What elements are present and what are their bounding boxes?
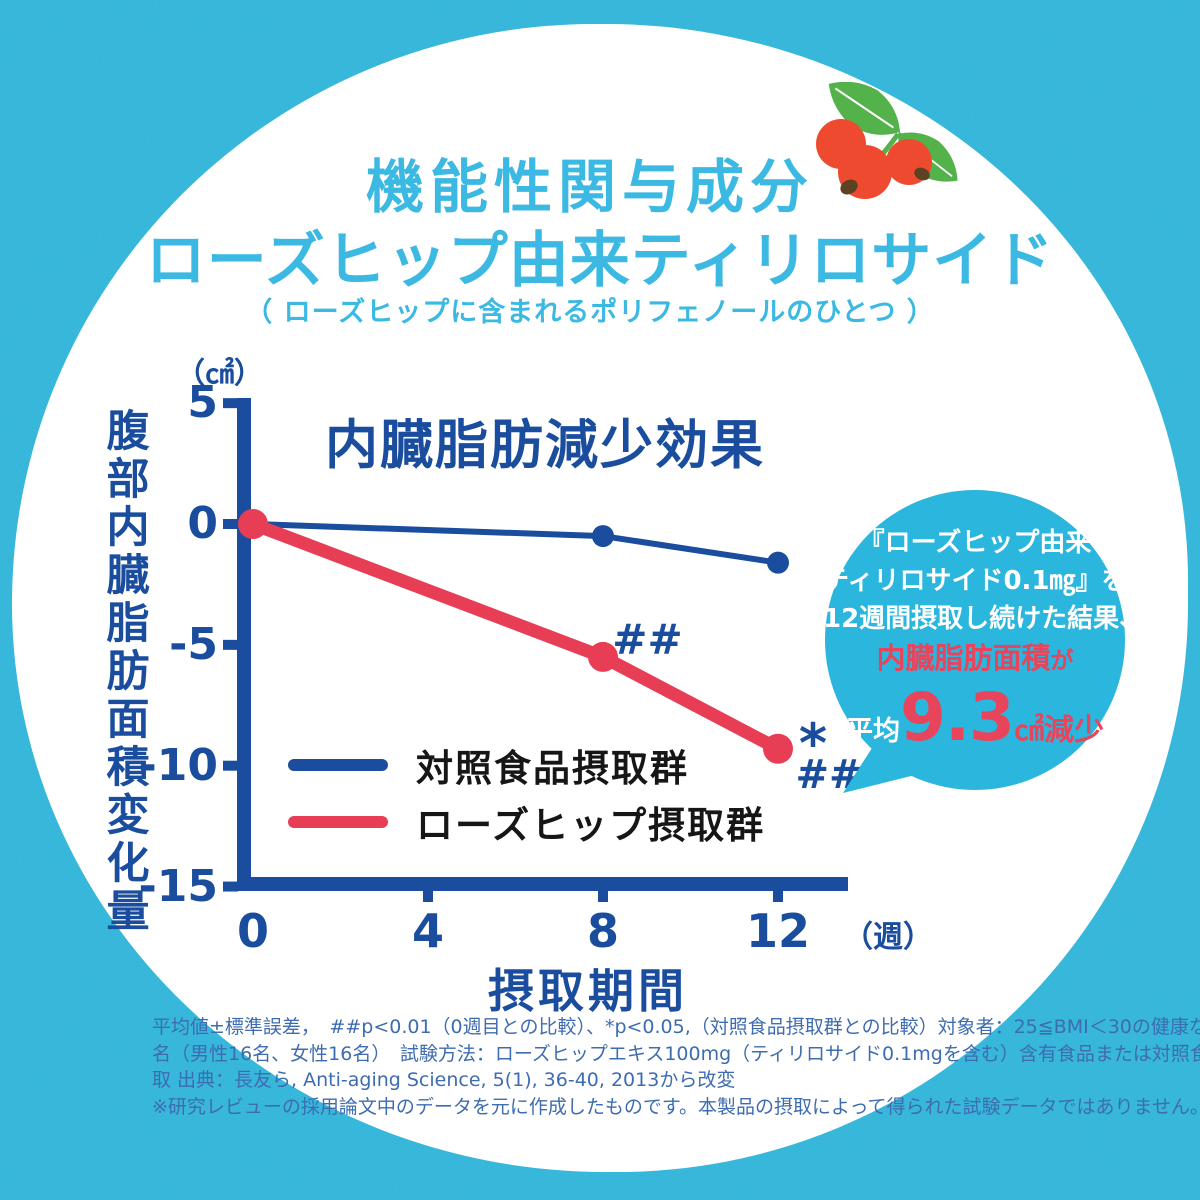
y-tick-label: -15 bbox=[138, 860, 219, 912]
legend-label-control: 対照食品摂取群 bbox=[416, 747, 689, 790]
y-tick-label: 5 bbox=[187, 377, 218, 429]
y-tick-label: -5 bbox=[169, 618, 218, 670]
page-title: ローズヒップ由来ティリロサイド bbox=[145, 226, 1055, 296]
footnote-line: ※研究レビューの採用論文中のデータを元に作成したものです。本製品の摂取によって得… bbox=[152, 1095, 1200, 1118]
bubble-line-2: ティリロサイド0.1㎎』を bbox=[823, 566, 1128, 596]
x-tick-label: 0 bbox=[236, 904, 269, 958]
footnote-line: 平均値±標準誤差， ##p<0.01（0週目との比較）、*p<0.05,（対照食… bbox=[152, 1016, 1200, 1038]
significance-star-week12: * bbox=[798, 712, 828, 775]
kicker-heading: 機能性関与成分 bbox=[365, 153, 814, 221]
average-label: 平均 bbox=[846, 716, 901, 747]
footnotes: 平均値±標準誤差， ##p<0.01（0週目との比較）、*p<0.05,（対照食… bbox=[152, 1014, 1200, 1120]
x-axis-label: 摂取期間 bbox=[488, 964, 688, 1018]
legend-item-rosehip: ローズヒップ摂取群 bbox=[288, 802, 765, 847]
x-tick-label: 12 bbox=[745, 904, 810, 958]
reduction-value: 9.3 bbox=[900, 679, 1015, 756]
bubble-text: 『ローズヒップ由来 ティリロサイド0.1㎎』を 12週間摂取し続けた結果、 内臓… bbox=[823, 524, 1146, 756]
legend-label-rosehip: ローズヒップ摂取群 bbox=[416, 804, 766, 847]
y-axis-unit: （㎠） bbox=[176, 356, 264, 390]
y-tick-label: -10 bbox=[138, 739, 219, 791]
footnote-line: 取 出典：長友ら, Anti-aging Science, 5(1), 36-4… bbox=[152, 1069, 736, 1091]
x-axis-unit: （週） bbox=[843, 920, 933, 955]
y-axis-label: 腹部内臓脂肪面積変化量 bbox=[99, 408, 149, 936]
control-line-swatch bbox=[288, 759, 388, 771]
chart-title: 内臓脂肪減少効果 bbox=[325, 415, 765, 476]
bubble-line-1: 『ローズヒップ由来 bbox=[858, 528, 1092, 558]
reduction-suffix: 減少 bbox=[1043, 713, 1104, 748]
bubble-value-line: 平均 9.3 ㎠ 減少 bbox=[823, 679, 1127, 756]
reduction-unit: ㎠ bbox=[1013, 713, 1044, 748]
rosehip-illustration bbox=[816, 82, 958, 199]
bubble-line-3: 12週間摂取し続けた結果、 bbox=[823, 604, 1146, 634]
bubble-highlight-line: 内臓脂肪面積が bbox=[876, 641, 1074, 675]
berries-icon bbox=[816, 119, 932, 199]
rosehip-line-swatch bbox=[288, 816, 388, 828]
legend-item-control: 対照食品摂取群 bbox=[288, 745, 689, 790]
footnote-line: 名（男性16名、女性16名） 試験方法：ローズヒップエキス100mg（ティリロサ… bbox=[152, 1042, 1200, 1065]
speech-bubble bbox=[825, 490, 1125, 793]
significance-mark-week8: ## bbox=[612, 615, 683, 664]
x-tick-label: 8 bbox=[586, 904, 619, 958]
x-tick-label: 4 bbox=[411, 904, 444, 958]
page-subtitle: （ ローズヒップに含まれるポリフェノールのひとつ ） bbox=[245, 297, 935, 328]
y-tick-label: 0 bbox=[187, 498, 218, 549]
